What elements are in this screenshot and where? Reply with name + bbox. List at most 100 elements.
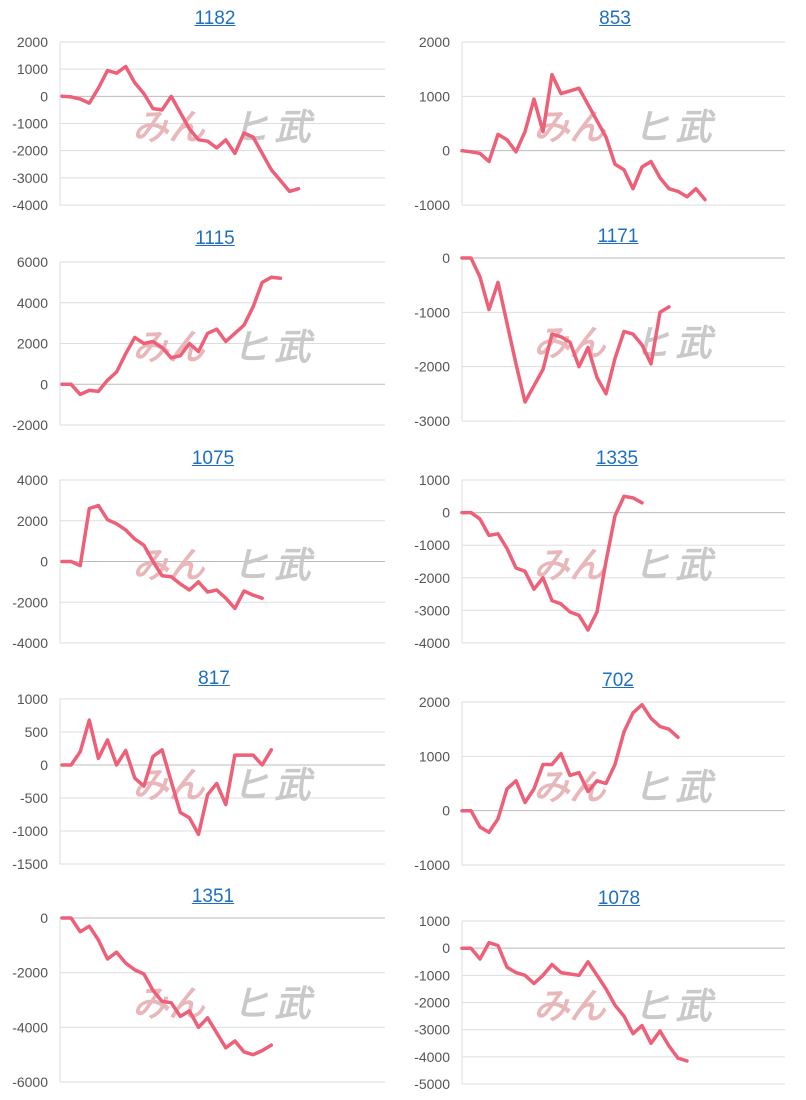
data-point <box>132 967 137 972</box>
data-point <box>640 500 645 505</box>
data-point <box>559 601 564 606</box>
data-point <box>505 321 510 326</box>
data-point <box>658 1029 663 1034</box>
y-tick-label: -6000 <box>12 1074 48 1090</box>
data-point <box>586 102 591 107</box>
data-point <box>132 335 137 340</box>
y-tick-label: 0 <box>40 757 48 773</box>
data-point <box>87 101 92 106</box>
chart-panel-0: 2000 1000 0 -1000 -2000 -3000 -4000 みんヒ武 <box>12 34 385 213</box>
svg-text:武: 武 <box>676 987 717 1028</box>
data-point <box>658 724 663 729</box>
data-point <box>478 517 483 522</box>
chart-title-9[interactable]: 1078 <box>597 888 641 909</box>
data-point <box>214 781 219 786</box>
data-point <box>622 1014 627 1019</box>
watermark-logo: みんヒ武 <box>534 108 717 149</box>
y-tick-label: 0 <box>442 505 450 521</box>
chart-title-2[interactable]: 1115 <box>195 228 235 249</box>
y-tick-label: -3000 <box>414 602 450 618</box>
data-point <box>269 1043 274 1048</box>
y-tick-label: 2000 <box>17 336 48 352</box>
data-point <box>69 763 74 768</box>
data-point <box>123 527 128 532</box>
svg-text:武: 武 <box>275 766 316 807</box>
data-point <box>78 392 83 397</box>
data-point <box>532 786 537 791</box>
data-point <box>105 378 110 383</box>
data-point <box>604 781 609 786</box>
data-point <box>78 749 83 754</box>
data-point <box>568 773 573 778</box>
data-point <box>649 361 654 366</box>
data-point <box>667 304 672 309</box>
data-point <box>577 364 582 369</box>
y-tick-label: -2000 <box>414 995 450 1011</box>
data-point <box>60 94 65 99</box>
data-point <box>541 129 546 134</box>
data-point <box>685 1058 690 1063</box>
data-point <box>649 159 654 164</box>
data-point <box>514 566 519 571</box>
data-point <box>223 596 228 601</box>
data-point <box>169 574 174 579</box>
data-point <box>496 816 501 821</box>
chart-title-7[interactable]: 702 <box>602 670 634 691</box>
data-point <box>631 495 636 500</box>
svg-text:ヒ: ヒ <box>634 108 670 149</box>
data-point <box>205 331 210 336</box>
data-point <box>178 581 183 586</box>
chart-title-1[interactable]: 853 <box>599 8 631 29</box>
data-point <box>260 596 265 601</box>
chart-title-5[interactable]: 1335 <box>595 448 639 469</box>
data-point <box>251 1052 256 1057</box>
y-tick-label: -4000 <box>414 1049 450 1065</box>
y-tick-label: -2000 <box>12 965 48 981</box>
data-point <box>487 159 492 164</box>
data-point <box>242 753 247 758</box>
y-tick-label: -1000 <box>414 857 450 873</box>
data-point <box>78 929 83 934</box>
data-point <box>550 962 555 967</box>
chart-title-8[interactable]: 1351 <box>191 886 235 907</box>
data-point <box>187 1008 192 1013</box>
data-point <box>187 588 192 593</box>
y-tick-label: 0 <box>442 940 450 956</box>
data-point <box>160 345 165 350</box>
svg-text:武: 武 <box>676 546 717 587</box>
data-point <box>613 162 618 167</box>
data-point <box>114 521 119 526</box>
data-point <box>640 164 645 169</box>
data-point <box>676 1056 681 1061</box>
chart-title-6[interactable]: 817 <box>198 668 230 689</box>
data-point <box>205 590 210 595</box>
svg-text:武: 武 <box>676 108 717 149</box>
data-point <box>586 627 591 632</box>
svg-text:ヒ: ヒ <box>233 328 269 369</box>
data-point <box>251 304 256 309</box>
chart-title-3[interactable]: 1171 <box>597 226 639 247</box>
y-tick-label: -2000 <box>12 143 48 159</box>
data-point <box>160 747 165 752</box>
series-line <box>460 256 671 404</box>
data-point <box>151 559 156 564</box>
chart-title-0[interactable]: 1182 <box>194 8 236 29</box>
y-tick-label: 0 <box>442 143 450 159</box>
data-point <box>595 778 600 783</box>
data-point <box>123 961 128 966</box>
data-point <box>105 68 110 73</box>
data-point <box>160 999 165 1004</box>
svg-text:みん: みん <box>133 546 206 587</box>
data-point <box>550 332 555 337</box>
data-point <box>478 275 483 280</box>
data-point <box>604 391 609 396</box>
data-point <box>178 1014 183 1019</box>
data-point <box>523 399 528 404</box>
data-point <box>568 340 573 345</box>
data-point <box>169 94 174 99</box>
data-point <box>496 132 501 137</box>
data-point <box>469 256 474 261</box>
data-point <box>595 973 600 978</box>
chart-title-4[interactable]: 1075 <box>191 448 235 469</box>
